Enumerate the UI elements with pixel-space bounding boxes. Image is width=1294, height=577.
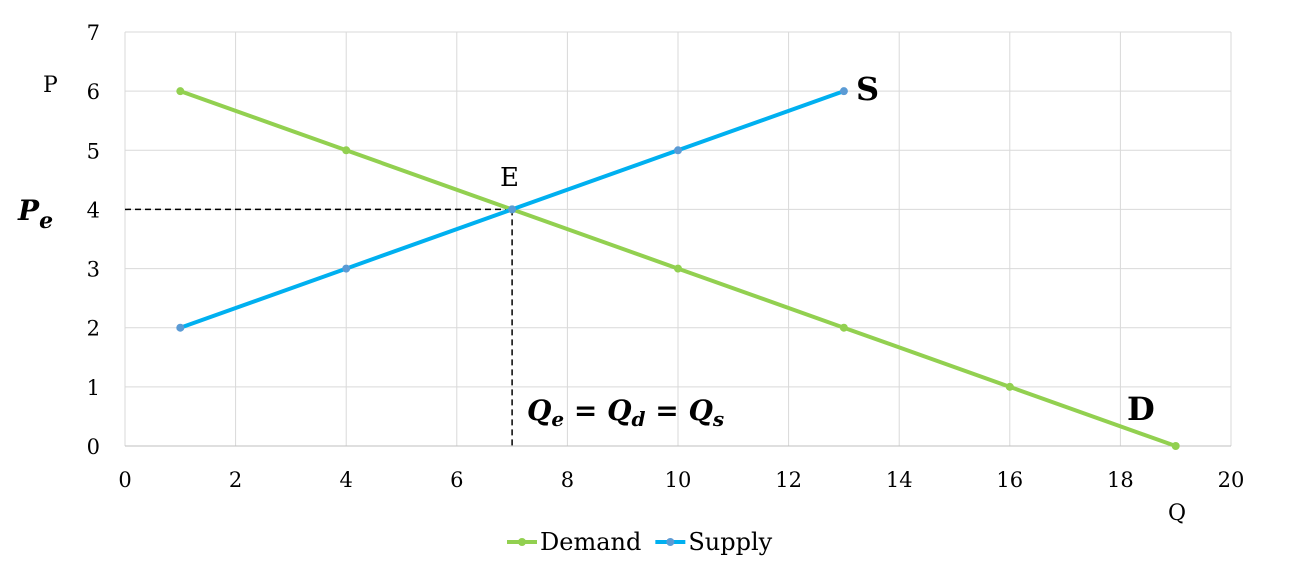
supply-point [176, 323, 185, 332]
demand-point [839, 323, 848, 332]
supply-point [674, 146, 682, 155]
demand-point [674, 264, 682, 273]
y-tick-label: 0 [87, 435, 100, 459]
x-tick-label: 8 [561, 468, 574, 492]
series-group [176, 87, 1180, 450]
demand-curve-label: D [1127, 390, 1155, 428]
legend-marker-demand [518, 538, 526, 546]
equilibrium-guides [125, 208, 513, 446]
x-axis-label: Q [1168, 501, 1186, 526]
x-tick-label: 12 [775, 468, 802, 492]
supply-point [342, 264, 351, 273]
y-axis-label: P [43, 73, 58, 98]
demand-point [342, 146, 351, 155]
grid [124, 31, 1232, 447]
x-tick-label: 6 [450, 468, 463, 492]
legend-label-supply: Supply [688, 528, 772, 556]
x-tick-label: 0 [118, 468, 131, 492]
y-tick-label: 7 [87, 21, 100, 45]
legend-marker-supply [666, 538, 675, 546]
y-tick-label: 4 [87, 198, 100, 222]
x-tick-label: 2 [229, 468, 242, 492]
legend-label-demand: Demand [540, 528, 641, 556]
y-tick-label: 6 [87, 80, 100, 104]
x-tick-label: 20 [1218, 468, 1245, 492]
y-tick-label: 2 [87, 317, 100, 341]
x-tick-label: 16 [996, 468, 1023, 492]
demand-point [1171, 442, 1180, 450]
supply-point [508, 205, 517, 214]
x-tick-label: 10 [665, 468, 692, 492]
y-tick-label: 1 [87, 376, 100, 400]
demand-point [1005, 382, 1014, 391]
supply-curve-label: S [856, 70, 879, 108]
chart-labels: P Q E S D Pe Qe = Qd = Qs [17, 70, 1186, 526]
x-tick-label: 18 [1107, 468, 1134, 492]
equilibrium-label: E [500, 163, 519, 193]
y-tick-label: 5 [87, 139, 100, 163]
x-tick-label: 14 [886, 468, 913, 492]
equilibrium-price-label: Pe [17, 194, 53, 234]
equilibrium-quantity-label: Qe = Qd = Qs [527, 394, 724, 433]
demand-point [176, 87, 185, 96]
legend: Demand Supply [507, 528, 773, 556]
supply-point [839, 87, 848, 96]
y-tick-label: 3 [87, 258, 100, 282]
x-tick-label: 4 [340, 468, 353, 492]
